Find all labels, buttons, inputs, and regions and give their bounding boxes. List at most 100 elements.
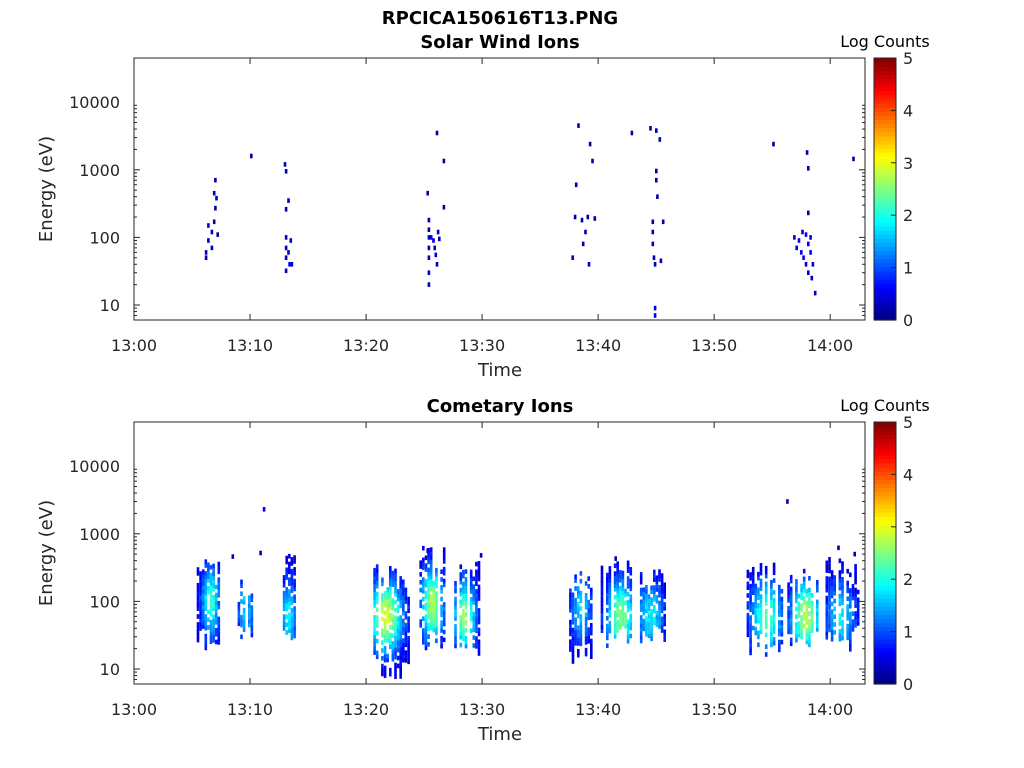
heatmap-cell [435, 595, 438, 600]
heatmap-cell [201, 573, 205, 578]
heatmap-cell [391, 613, 395, 619]
heatmap-cell [770, 580, 773, 585]
heatmap-cell [214, 604, 218, 609]
heatmap-cell [808, 591, 811, 597]
heatmap-cell [770, 619, 773, 624]
heatmap-cell [214, 628, 218, 633]
heatmap-cell [419, 619, 422, 624]
heatmap-cell [619, 625, 622, 630]
colorbar-segment [874, 70, 896, 75]
heatmap-cell [663, 629, 666, 635]
heatmap-cell [454, 604, 457, 610]
heatmap-cell [293, 586, 296, 592]
heatmap-cell [854, 623, 857, 628]
heatmap-cell [780, 600, 784, 606]
heatmap-cell [199, 575, 202, 580]
colorbar-segment [874, 475, 896, 480]
heatmap-cell [808, 642, 811, 648]
heatmap-cell [402, 650, 405, 655]
colorbar-segment [874, 90, 896, 96]
heatmap-cell [772, 566, 776, 572]
heatmap-cell [800, 622, 803, 628]
colorbar-segment [874, 671, 896, 677]
heatmap-cell [391, 578, 395, 584]
heatmap-cell [209, 580, 213, 586]
colorbar-segment [874, 86, 896, 92]
heatmap-cell [442, 555, 446, 560]
colorbar-segment [874, 634, 896, 640]
colorbar-segment [874, 569, 896, 575]
heatmap-cell [440, 620, 443, 625]
heatmap-cell [204, 559, 208, 564]
heatmap-cell [424, 614, 428, 619]
heatmap-cell [846, 588, 849, 594]
heatmap-cell [434, 252, 438, 258]
colorbar-segment [874, 434, 896, 439]
heatmap-cell [282, 602, 286, 608]
colorbar-segment [874, 127, 896, 133]
heatmap-cell [647, 598, 651, 603]
heatmap-cell [217, 636, 221, 641]
heatmap-cell [577, 605, 580, 611]
heatmap-cell [746, 632, 750, 638]
heatmap-cell [435, 591, 438, 596]
heatmap-cell [383, 673, 387, 678]
heatmap-cell [285, 614, 288, 620]
heatmap-cell [462, 636, 465, 642]
heatmap-cell [647, 602, 651, 607]
heatmap-cell [285, 567, 288, 573]
heatmap-cell [825, 576, 829, 581]
heatmap-cell [849, 639, 852, 644]
heatmap-cell [759, 586, 763, 592]
heatmap-cell [479, 553, 483, 558]
heatmap-cell [621, 594, 625, 599]
heatmap-cell [404, 650, 408, 655]
heatmap-cell [616, 612, 619, 617]
heatmap-cell [600, 577, 604, 582]
heatmap-cell [204, 637, 208, 643]
heatmap-cell [284, 207, 288, 212]
heatmap-cell [571, 639, 575, 645]
figure-title: RPCICA150616T13.PNG [382, 8, 618, 29]
heatmap-cell [772, 590, 776, 595]
heatmap-cell [787, 586, 790, 591]
heatmap-cell [399, 615, 402, 620]
heatmap-cell [469, 601, 473, 606]
heatmap-cell [772, 617, 776, 623]
heatmap-cell [660, 592, 664, 598]
heatmap-cell [787, 598, 790, 603]
heatmap-cell [242, 607, 246, 613]
heatmap-cell [650, 616, 653, 622]
heatmap-cell [590, 642, 593, 648]
heatmap-cell [856, 605, 860, 610]
heatmap-cell [841, 569, 844, 574]
heatmap-cell [207, 617, 210, 622]
colorbar-title-solar-wind: Log Counts [840, 32, 930, 51]
heatmap-cell [214, 631, 218, 637]
heatmap-cell [846, 584, 849, 590]
heatmap-cell [214, 639, 218, 645]
heatmap-cell [475, 604, 478, 610]
heatmap-cell [780, 632, 784, 637]
heatmap-cell [475, 620, 478, 626]
heatmap-cell [655, 599, 659, 604]
heatmap-cell [383, 598, 387, 604]
heatmap-cell [407, 608, 410, 614]
heatmap-cell [639, 619, 643, 624]
heatmap-cell [375, 630, 379, 636]
heatmap-cell [828, 615, 831, 621]
heatmap-cell [619, 585, 622, 591]
heatmap-cell [462, 585, 465, 591]
heatmap-cell [427, 255, 431, 260]
heatmap-cell [201, 616, 205, 621]
heatmap-cell [816, 599, 819, 605]
heatmap-cell [419, 560, 422, 565]
heatmap-cell [795, 634, 798, 639]
heatmap-cell [571, 635, 575, 641]
heatmap-cell [204, 606, 208, 611]
heatmap-cell [381, 581, 384, 587]
heatmap-cell [849, 588, 852, 593]
heatmap-cell [399, 603, 402, 609]
